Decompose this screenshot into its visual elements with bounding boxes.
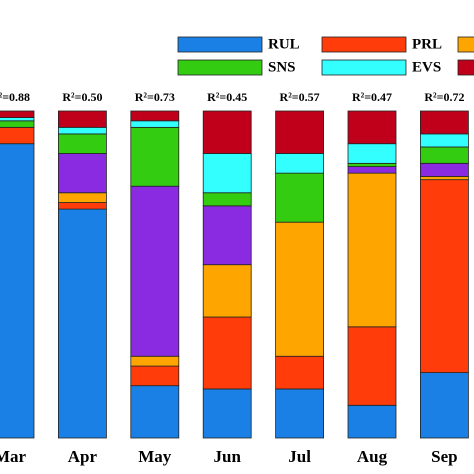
legend-swatch: [177, 59, 263, 76]
bar-segment: [130, 126, 180, 187]
annotation: R²=0.88: [0, 90, 30, 104]
bar-segment: [202, 388, 252, 439]
bar-segment: [275, 388, 325, 439]
bar-segment: [347, 404, 397, 439]
x-tick-label: Mar: [0, 447, 26, 466]
bar-segment: [275, 153, 325, 174]
bar-segment: [0, 143, 35, 439]
bar-segment: [58, 202, 107, 210]
annotation: R²=0.73: [135, 90, 175, 104]
bar-segment: [0, 120, 35, 128]
bar-segment: [130, 110, 180, 122]
annotation: R²=0.50: [62, 90, 102, 104]
bar-segment: [275, 221, 325, 357]
bar-segment: [0, 117, 35, 122]
bar-segment: [347, 166, 397, 174]
bar-segment: [58, 126, 107, 135]
bar-segment: [419, 133, 469, 148]
bar-segment: [347, 110, 397, 145]
legend-swatch: [457, 59, 474, 76]
bar-segment: [419, 372, 469, 439]
legend-swatch: [321, 36, 407, 53]
x-tick-label: Jul: [288, 447, 311, 466]
bar-segment: [130, 185, 180, 357]
x-tick-label: May: [138, 447, 172, 466]
bar-segment: [347, 143, 397, 164]
legend-label: RUL: [268, 36, 300, 52]
bar-segment: [58, 153, 107, 194]
annotation: R²=0.72: [424, 90, 464, 104]
bar-segment: [130, 120, 180, 128]
bar-segment: [419, 175, 469, 181]
bar-segment: [58, 192, 107, 203]
bar-segment: [130, 365, 180, 387]
bar-segment: [0, 110, 35, 118]
bar-segment: [275, 172, 325, 223]
bar-segment: [202, 205, 252, 266]
bar-segment: [202, 153, 252, 194]
annotation: R²=0.47: [352, 90, 392, 104]
bar-segment: [419, 179, 469, 373]
bar-segment: [0, 126, 35, 145]
legend-swatch: [457, 36, 474, 53]
bar-segment: [275, 110, 325, 154]
bar-segment: [130, 355, 180, 367]
bar-segment: [58, 133, 107, 154]
bar-segment: [202, 192, 252, 207]
x-tick-label: Apr: [68, 447, 98, 466]
bar-segment: [202, 110, 252, 154]
annotation: R²=0.57: [280, 90, 320, 104]
bar-segment: [58, 208, 107, 439]
bar-segment: [347, 326, 397, 406]
bar-segment: [58, 110, 107, 128]
x-tick-label: Sep: [431, 447, 457, 466]
bar-segment: [419, 162, 469, 177]
legend-swatch: [321, 59, 407, 76]
bar-segment: [202, 264, 252, 318]
bar-segment: [419, 110, 469, 135]
bar-segment: [130, 385, 180, 439]
legend-label: PRL: [412, 36, 442, 52]
legend-swatch: [177, 36, 263, 53]
bar-segment: [347, 162, 397, 167]
legend-label: EVS: [412, 59, 441, 75]
x-tick-label: Jun: [213, 447, 241, 466]
bar-segment: [419, 146, 469, 164]
bar-segment: [202, 316, 252, 390]
legend-label: SNS: [268, 59, 296, 75]
annotation: R²=0.45: [207, 90, 247, 104]
x-tick-label: Aug: [357, 447, 388, 466]
bar-segment: [347, 172, 397, 328]
bar-segment: [275, 355, 325, 390]
